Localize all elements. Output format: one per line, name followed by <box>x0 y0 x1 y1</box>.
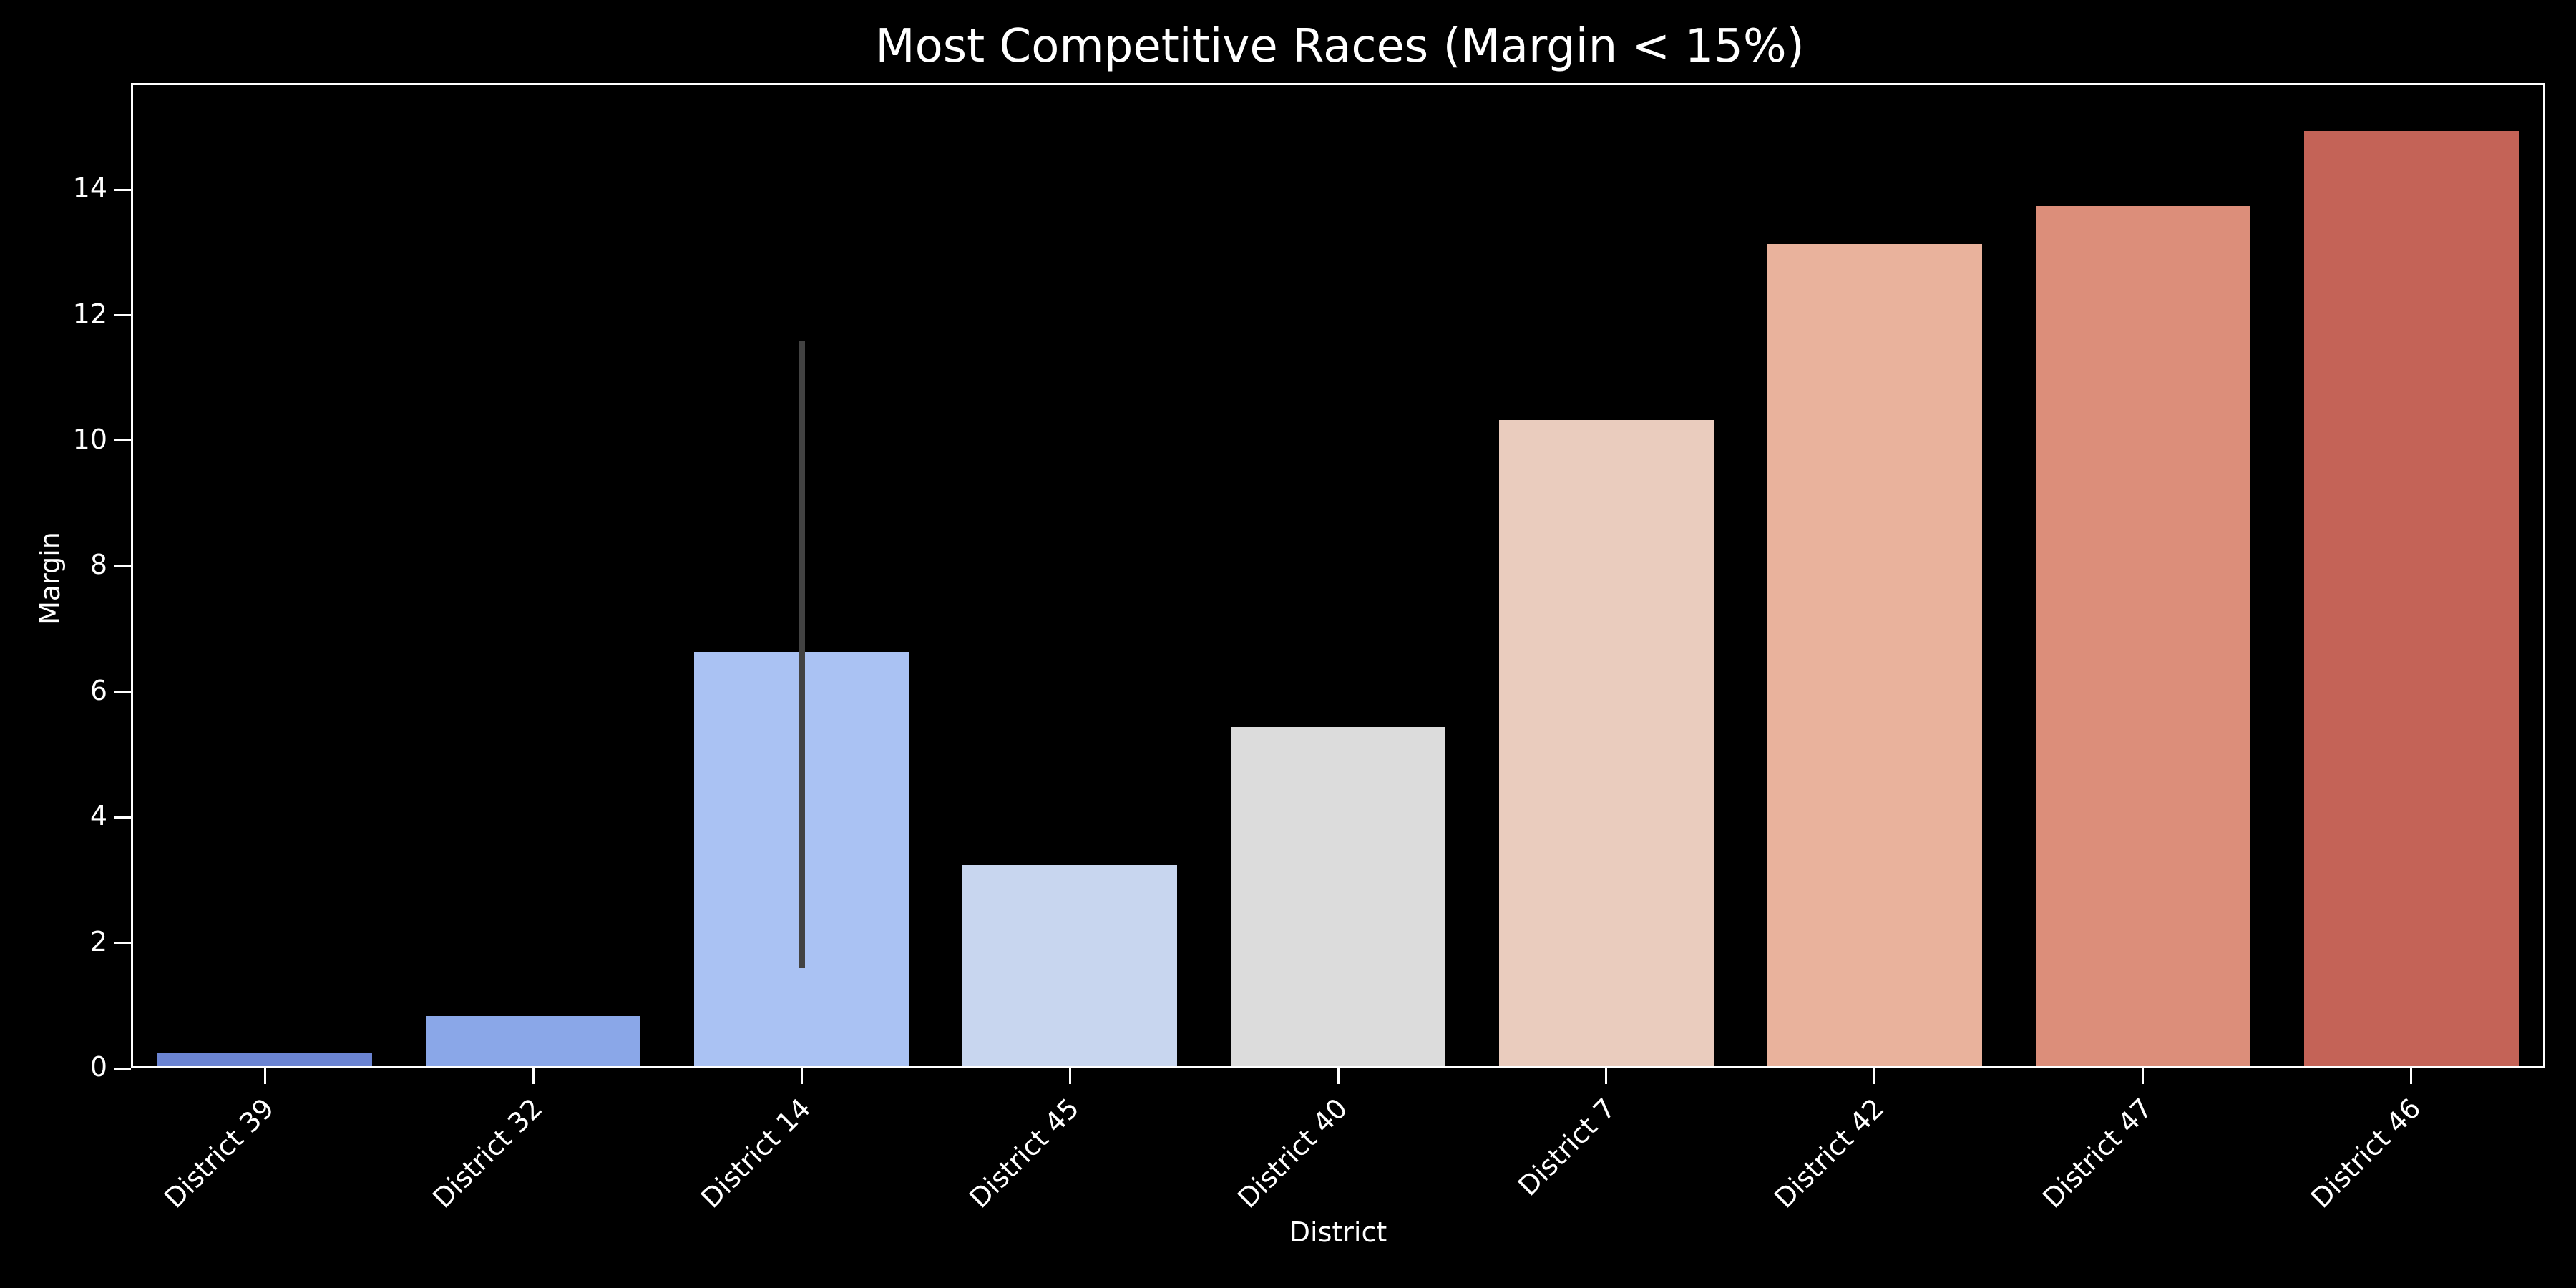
bar-district-39 <box>157 1053 373 1066</box>
y-tick-label: 14 <box>72 172 107 205</box>
x-tick-label: District 14 <box>695 1092 817 1214</box>
x-tick <box>532 1068 535 1084</box>
x-tick-label: District 39 <box>158 1092 280 1214</box>
error-bar <box>798 340 805 968</box>
x-tick <box>263 1068 266 1084</box>
x-tick-label: District 46 <box>2304 1092 2427 1214</box>
bar-district-32 <box>426 1015 641 1066</box>
y-tick <box>114 188 131 191</box>
x-tick-label: District 42 <box>1767 1092 1890 1214</box>
x-tick-label: District 40 <box>1231 1092 1354 1214</box>
y-tick <box>114 816 131 819</box>
x-tick-label: District 45 <box>963 1092 1085 1214</box>
x-tick-label: District 7 <box>1511 1092 1622 1202</box>
y-tick-label: 0 <box>89 1051 107 1083</box>
x-tick <box>2410 1068 2413 1084</box>
y-tick <box>114 691 131 693</box>
y-tick-label: 2 <box>89 925 107 957</box>
y-tick-label: 8 <box>89 549 107 581</box>
x-tick <box>800 1068 803 1084</box>
x-tick <box>1337 1068 1340 1084</box>
bar-district-42 <box>1767 244 1982 1066</box>
y-tick <box>114 439 131 442</box>
y-tick-label: 10 <box>72 423 107 455</box>
x-tick <box>1605 1068 1608 1084</box>
x-tick <box>1873 1068 1876 1084</box>
bar-district-45 <box>962 865 1178 1066</box>
y-tick-label: 12 <box>72 298 107 330</box>
bar-district-47 <box>2035 206 2250 1066</box>
bar-district-7 <box>1498 419 1714 1066</box>
x-tick <box>2142 1068 2145 1084</box>
bar-district-40 <box>1231 727 1445 1066</box>
y-tick <box>114 314 131 317</box>
y-tick <box>114 942 131 945</box>
x-tick-label: District 47 <box>2036 1092 2159 1214</box>
y-tick <box>114 1067 131 1070</box>
y-tick <box>114 565 131 567</box>
x-tick-label: District 32 <box>426 1092 549 1214</box>
plot-area <box>131 83 2545 1068</box>
y-tick-label: 4 <box>89 800 107 832</box>
chart-title: Most Competitive Races (Margin < 15%) <box>875 20 1805 73</box>
y-tick-label: 6 <box>89 674 107 706</box>
x-tick <box>1068 1068 1071 1084</box>
x-axis-title: District <box>1289 1216 1387 1248</box>
bar-district-46 <box>2303 131 2519 1066</box>
